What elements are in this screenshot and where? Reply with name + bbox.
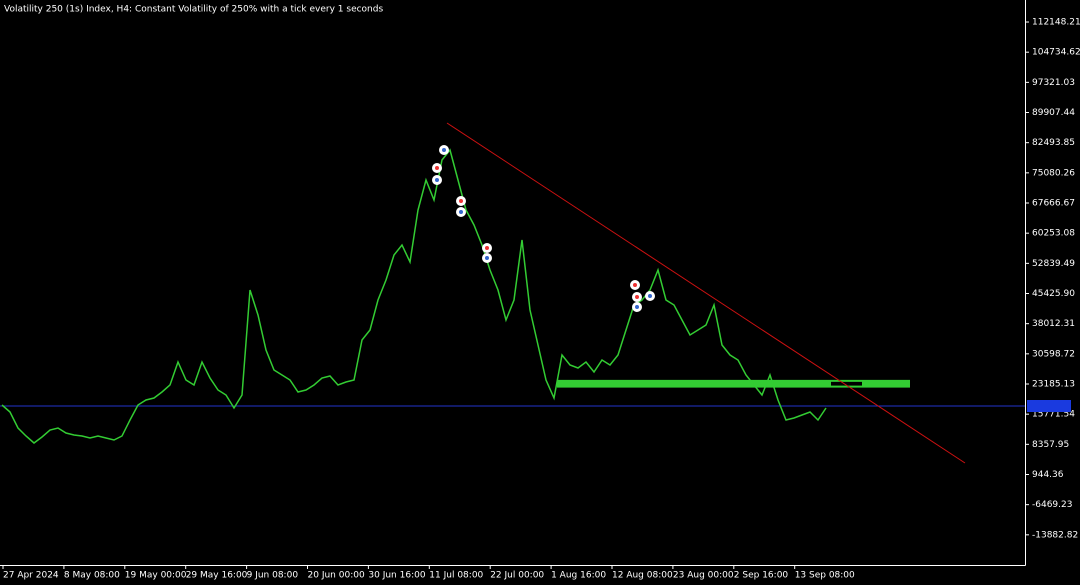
trade-marker-dot xyxy=(442,148,446,152)
y-tick-label: 75080.26 xyxy=(1032,168,1075,178)
x-tick-label: 19 May 00:00 xyxy=(125,571,187,581)
trade-marker-dot xyxy=(485,256,489,260)
x-tick-label: 8 May 08:00 xyxy=(64,571,120,581)
x-tick-label: 13 Sep 08:00 xyxy=(795,571,855,581)
y-tick-label: 52839.49 xyxy=(1032,259,1075,269)
y-tick-label: 104734.62 xyxy=(1032,48,1080,58)
y-tick-label: 97321.03 xyxy=(1032,78,1075,88)
y-tick-label: 944.36 xyxy=(1032,470,1064,480)
x-tick-label: 9 Jun 08:00 xyxy=(247,571,299,581)
trade-marker-dot xyxy=(435,178,439,182)
x-tick-label: 12 Aug 08:00 xyxy=(612,571,673,581)
support-zone xyxy=(557,379,910,388)
y-tick-label: 15771.54 xyxy=(1032,410,1075,420)
trade-marker-dot xyxy=(459,210,463,214)
y-tick-label: 60253.08 xyxy=(1032,229,1075,239)
trade-markers xyxy=(432,145,655,312)
trade-marker-dot xyxy=(648,294,652,298)
current-price-box xyxy=(1027,400,1071,413)
x-tick-label: 27 Apr 2024 xyxy=(3,571,59,581)
y-tick-label: 82493.85 xyxy=(1032,138,1075,148)
y-tick-label: 23185.13 xyxy=(1032,379,1075,389)
trade-marker-dot xyxy=(485,246,489,250)
trade-marker-dot xyxy=(635,295,639,299)
x-tick-label: 23 Aug 00:00 xyxy=(673,571,734,581)
y-tick-label: 38012.31 xyxy=(1032,319,1075,329)
trade-marker-dot xyxy=(435,166,439,170)
price-line xyxy=(1,148,827,444)
trendline xyxy=(446,122,966,464)
y-tick-label: -13882.82 xyxy=(1032,530,1078,540)
y-tick-label: -6469.23 xyxy=(1032,500,1072,510)
x-tick-label: 2 Sep 16:00 xyxy=(734,571,789,581)
plot: 112148.21 104734.62 97321.03 89907.44 82493.… xyxy=(0,18,1080,581)
x-tick-label: 22 Jul 00:00 xyxy=(490,571,544,581)
trade-marker-dot xyxy=(633,283,637,287)
y-tick-label: 8357.95 xyxy=(1032,440,1069,450)
x-tick-label: 20 Jun 00:00 xyxy=(308,571,365,581)
chart-title: Volatility 250 (1s) Index, H4: Constant … xyxy=(4,5,383,15)
zone-gap xyxy=(831,381,862,386)
x-tick-label: 1 Aug 16:00 xyxy=(551,571,606,581)
y-tick-label: 112148.21 xyxy=(1032,18,1080,28)
y-tick-label: 89907.44 xyxy=(1032,108,1075,118)
trade-marker-dot xyxy=(635,305,639,309)
x-tick-label: 29 May 16:00 xyxy=(186,571,248,581)
y-tick-label: 45425.90 xyxy=(1032,289,1075,299)
trade-marker-dot xyxy=(459,199,463,203)
y-tick-label: 67666.67 xyxy=(1032,199,1075,209)
y-tick-label: 30598.72 xyxy=(1032,349,1075,359)
x-tick-label: 11 Jul 08:00 xyxy=(429,571,483,581)
x-tick-label: 30 Jun 16:00 xyxy=(368,571,425,581)
